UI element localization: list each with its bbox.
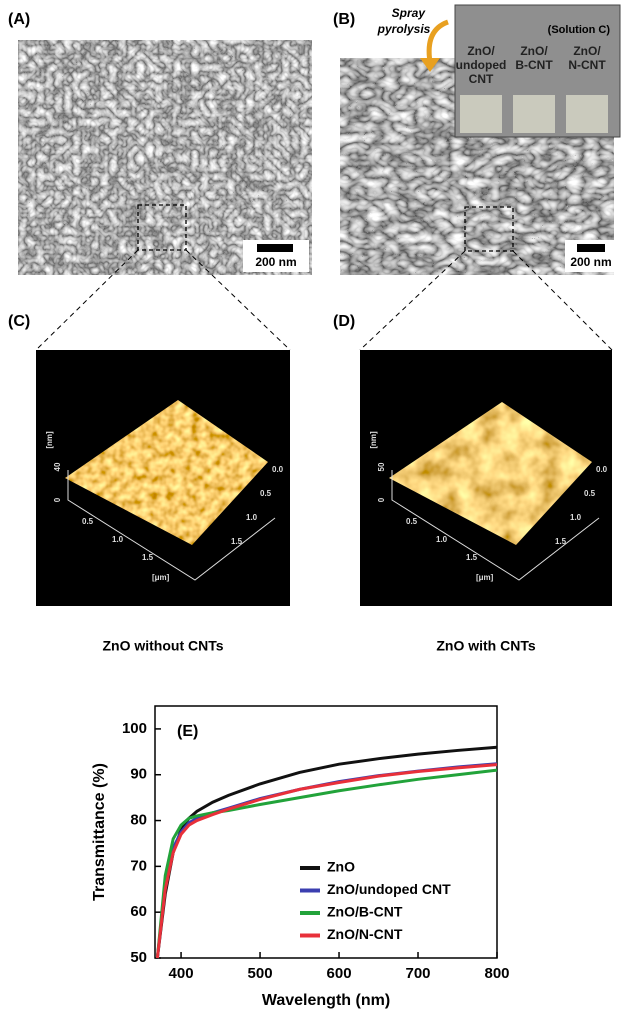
afm-y-tick: 1.5 bbox=[231, 537, 243, 546]
afm-y-tick: 0.0 bbox=[272, 465, 284, 474]
afm-x-tick: 1.0 bbox=[112, 535, 124, 544]
afm-x-tick: 0.5 bbox=[406, 517, 418, 526]
afm-x-tick: 0.5 bbox=[82, 517, 94, 526]
afm-y-tick: 1.0 bbox=[570, 513, 582, 522]
caption: ZnO without CNTs bbox=[102, 638, 223, 654]
afm-x-tick: 1.5 bbox=[142, 553, 154, 562]
y-axis-title: Transmittance (%) bbox=[91, 763, 108, 901]
afm-z-tick: 0 bbox=[377, 497, 386, 502]
vial-label: ZnO/N-CNT bbox=[568, 44, 606, 72]
vial-label-line: B-CNT bbox=[515, 58, 553, 72]
afm-xy-unit: [μm] bbox=[476, 573, 494, 582]
x-tick-label: 800 bbox=[484, 965, 509, 982]
afm-xy-unit: [μm] bbox=[152, 573, 170, 582]
scale-bar bbox=[257, 244, 293, 252]
afm-z-tick: 40 bbox=[53, 462, 62, 471]
panel-label: (B) bbox=[333, 11, 355, 28]
y-tick-label: 90 bbox=[130, 766, 147, 783]
panel-label: (A) bbox=[8, 11, 30, 28]
legend-label: ZnO/B-CNT bbox=[327, 904, 403, 920]
vial-label-line: ZnO/ bbox=[520, 44, 548, 58]
afm-z-tick: 0 bbox=[53, 497, 62, 502]
afm-z-tick: 50 bbox=[377, 462, 386, 471]
afm-y-tick: 0.5 bbox=[260, 489, 272, 498]
afm-x-tick: 1.5 bbox=[466, 553, 478, 562]
panel-label: (E) bbox=[177, 723, 198, 740]
vial-label-line: undoped bbox=[456, 58, 507, 72]
x-axis-title: Wavelength (nm) bbox=[262, 992, 390, 1009]
vial bbox=[460, 95, 502, 133]
y-tick-label: 50 bbox=[130, 949, 147, 966]
scale-bar-label: 200 nm bbox=[570, 255, 611, 269]
afm-z-unit: [nm] bbox=[45, 431, 54, 449]
afm-y-tick: 0.0 bbox=[596, 465, 608, 474]
afm-z-unit: [nm] bbox=[369, 431, 378, 449]
vial-label-line: CNT bbox=[469, 72, 494, 86]
x-tick-label: 600 bbox=[327, 965, 352, 982]
plot-frame bbox=[155, 706, 497, 958]
chart: 50 60 70 80 90 100 400 500 600 700 800 Wavelength (… bbox=[91, 706, 509, 1009]
vial-label-line: N-CNT bbox=[568, 58, 606, 72]
panel-label: (C) bbox=[8, 313, 30, 330]
sem-image bbox=[18, 40, 312, 275]
x-tick-label: 400 bbox=[169, 965, 194, 982]
scale-bar-label: 200 nm bbox=[255, 255, 296, 269]
y-tick-label: 100 bbox=[122, 720, 147, 737]
figure: (A) 200 nm (B) 200 nm (Solution C) Spray… bbox=[0, 0, 630, 1018]
afm-y-tick: 0.5 bbox=[584, 489, 596, 498]
legend-label: ZnO/undoped CNT bbox=[327, 881, 451, 897]
afm-y-tick: 1.5 bbox=[555, 537, 567, 546]
vial bbox=[566, 95, 608, 133]
vial-label: ZnO/B-CNT bbox=[515, 44, 553, 72]
caption: ZnO with CNTs bbox=[436, 638, 535, 654]
arrow bbox=[429, 22, 448, 62]
inset-title: (Solution C) bbox=[548, 24, 611, 36]
y-tick-label: 80 bbox=[130, 812, 147, 829]
legend-label: ZnO bbox=[327, 859, 355, 875]
vial bbox=[513, 95, 555, 133]
arrow-label: Spray pyrolysis bbox=[377, 6, 431, 36]
panel-label: (D) bbox=[333, 313, 355, 330]
x-tick-label: 500 bbox=[248, 965, 273, 982]
y-tick-label: 60 bbox=[130, 903, 147, 920]
y-tick-label: 70 bbox=[130, 857, 147, 874]
scale-bar bbox=[577, 244, 605, 252]
vial-label-line: ZnO/ bbox=[573, 44, 601, 58]
afm-x-tick: 1.0 bbox=[436, 535, 448, 544]
afm-y-tick: 1.0 bbox=[246, 513, 258, 522]
vial-label-line: ZnO/ bbox=[467, 44, 495, 58]
x-tick-label: 700 bbox=[406, 965, 431, 982]
legend-label: ZnO/N-CNT bbox=[327, 926, 403, 942]
